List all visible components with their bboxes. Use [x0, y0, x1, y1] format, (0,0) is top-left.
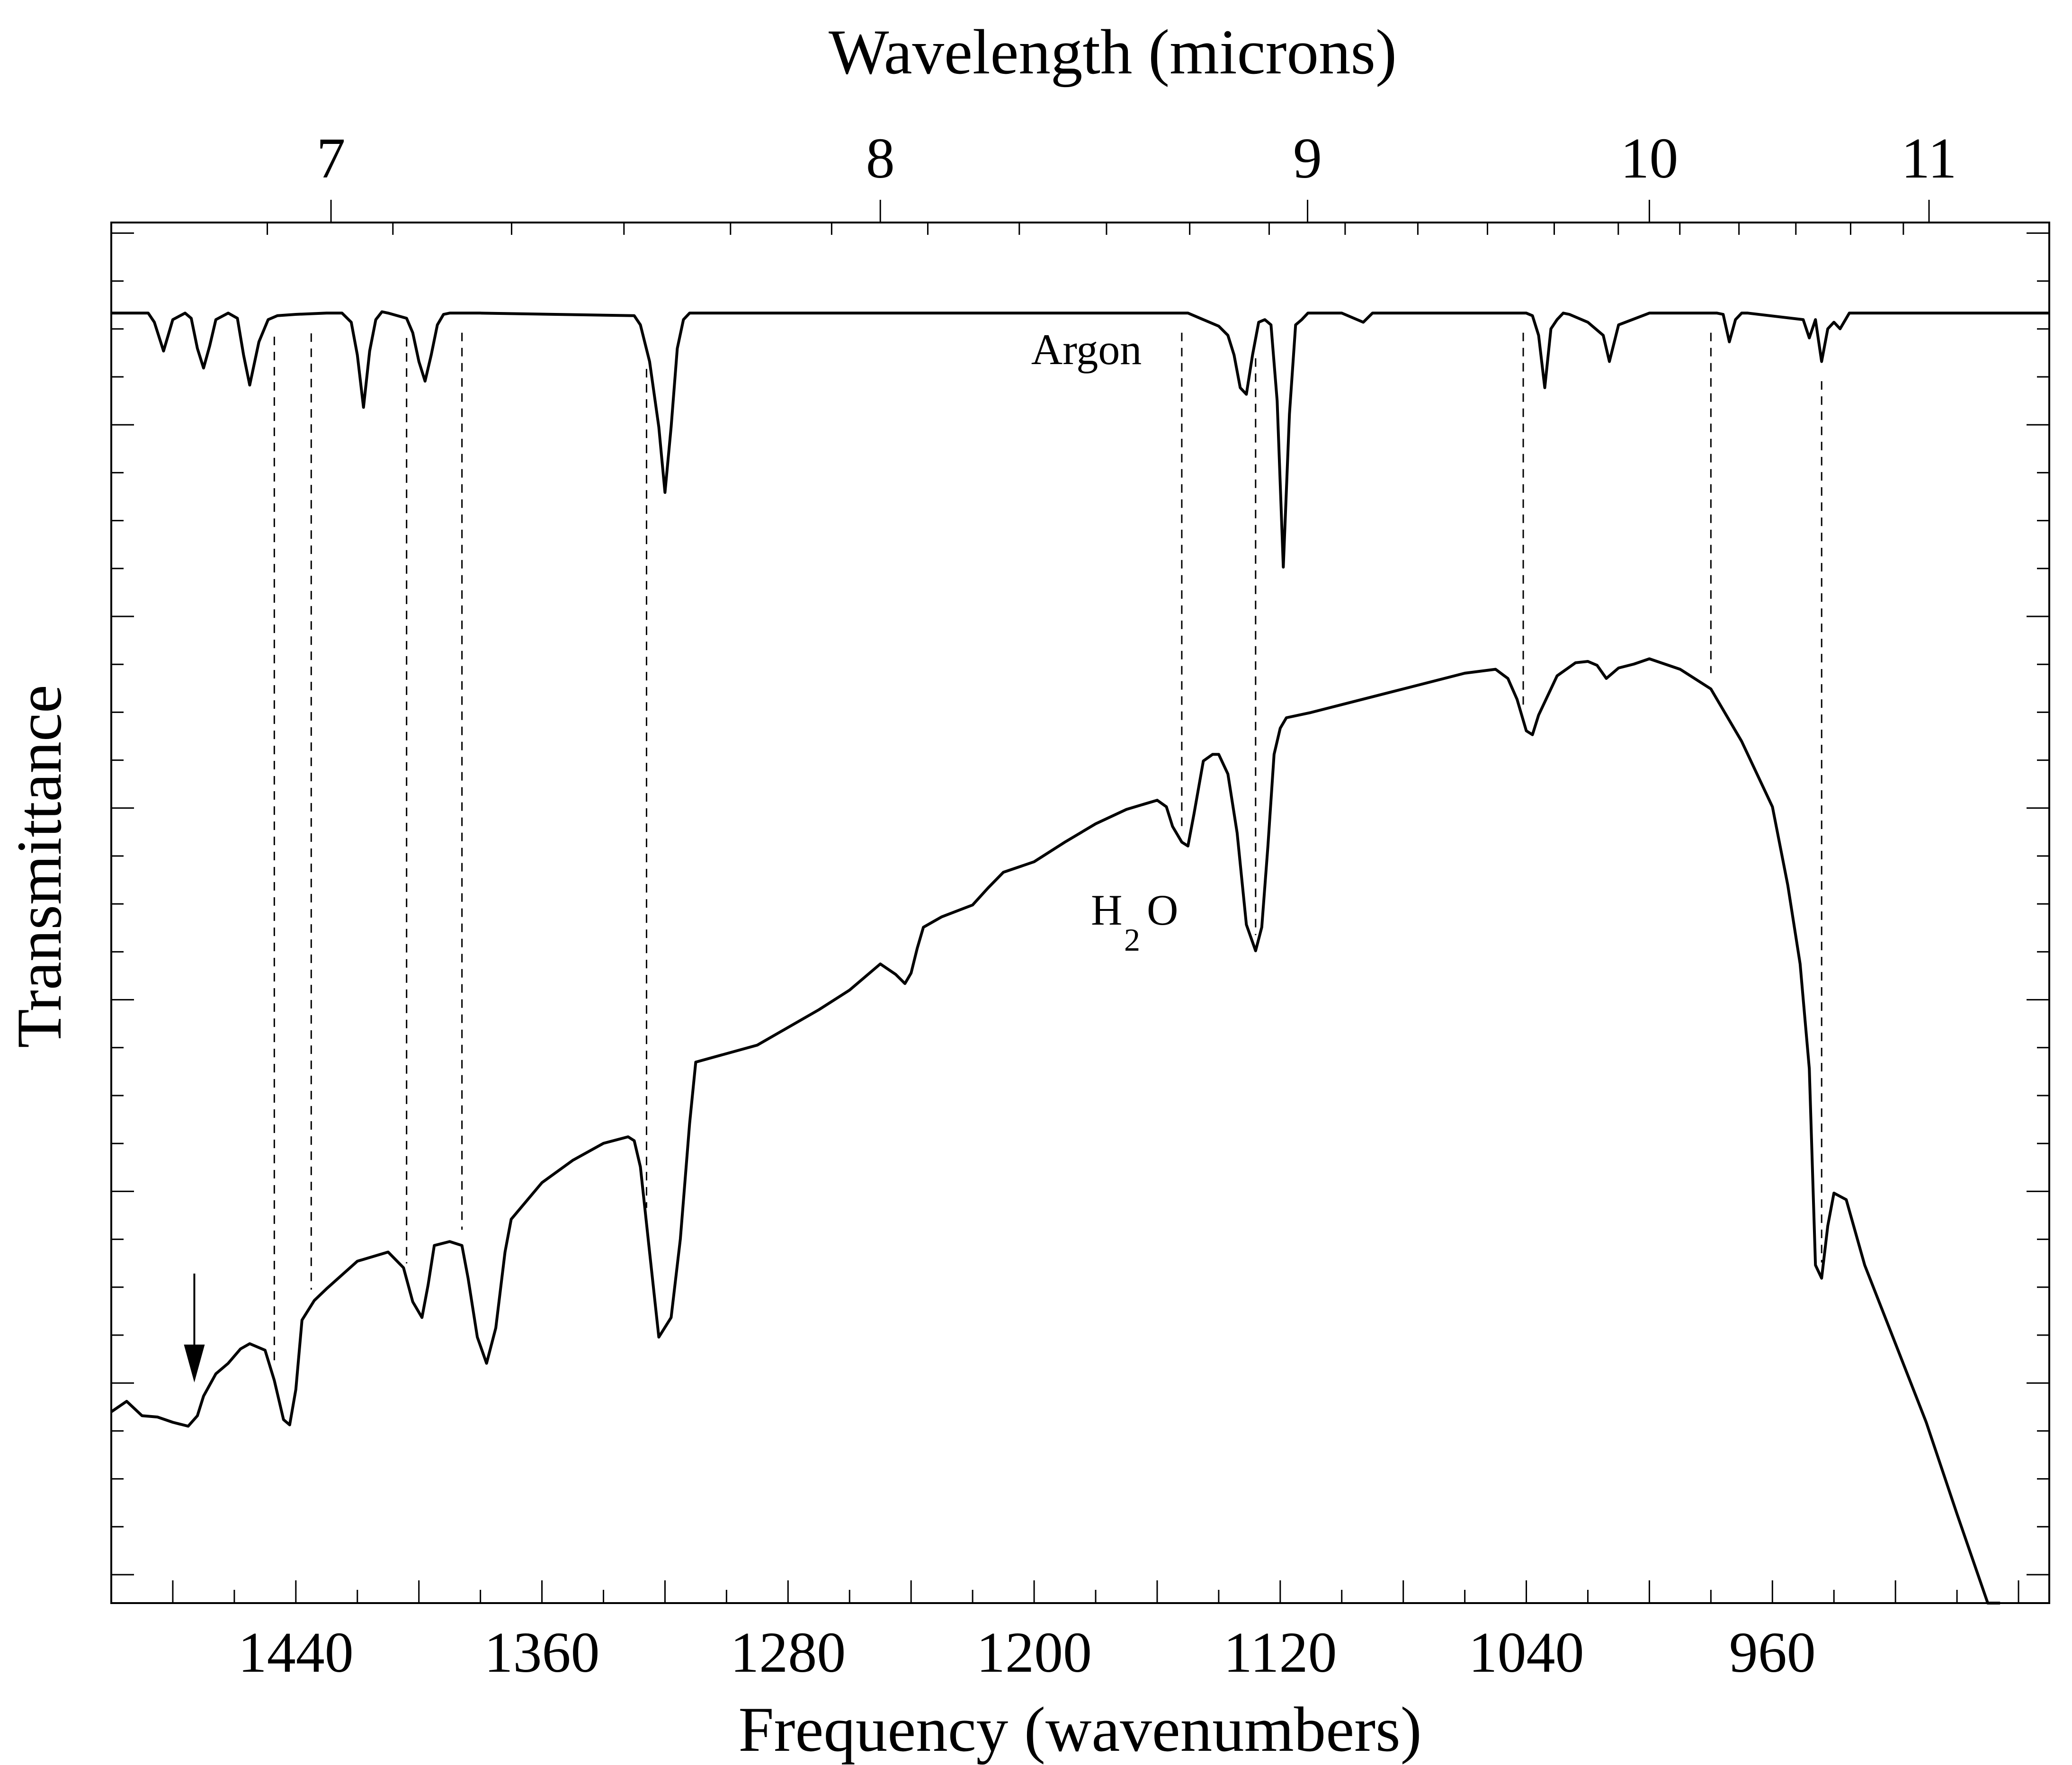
h2o-label-h: H — [1091, 886, 1122, 934]
top-tick-label-7: 7 — [317, 126, 346, 190]
bottom-tick-labels: 1440 1360 1280 1200 1120 1040 960 — [238, 1621, 1816, 1685]
top-tick-label-10: 10 — [1620, 126, 1678, 190]
minor-ticks — [111, 223, 2049, 1603]
bottom-tick-label-1440: 1440 — [238, 1621, 354, 1685]
series-line-h2o — [110, 657, 2001, 1605]
major-ticks — [111, 200, 2049, 1603]
top-tick-label-9: 9 — [1293, 126, 1322, 190]
bottom-tick-label-1360: 1360 — [484, 1621, 600, 1685]
arrow-head — [184, 1345, 205, 1382]
bottom-tick-label-1200: 1200 — [976, 1621, 1092, 1685]
annotation-arrow — [184, 1274, 205, 1382]
y-axis-title: Transmittance — [4, 685, 75, 1048]
top-tick-labels: 7 8 9 10 11 — [317, 126, 1957, 190]
plot-frame — [110, 222, 2050, 1604]
series-label-argon: Argon — [1031, 325, 1142, 374]
x-axis-title: Frequency (wavenumbers) — [738, 1694, 1421, 1765]
h2o-label-o: O — [1147, 886, 1178, 934]
top-axis-title: Wavelength (microns) — [829, 17, 1397, 88]
bottom-tick-label-1120: 1120 — [1224, 1621, 1337, 1685]
correspondence-lines — [273, 332, 1822, 1365]
top-tick-label-11: 11 — [1901, 126, 1956, 190]
h2o-label-subscript: 2 — [1124, 922, 1140, 958]
top-tick-label-8: 8 — [866, 126, 895, 190]
bottom-tick-label-960: 960 — [1729, 1621, 1816, 1685]
bottom-tick-label-1040: 1040 — [1469, 1621, 1584, 1685]
series-label-h2o: H 2 O — [1091, 886, 1178, 958]
series-line-argon — [111, 310, 2049, 569]
bottom-tick-label-1280: 1280 — [730, 1621, 846, 1685]
